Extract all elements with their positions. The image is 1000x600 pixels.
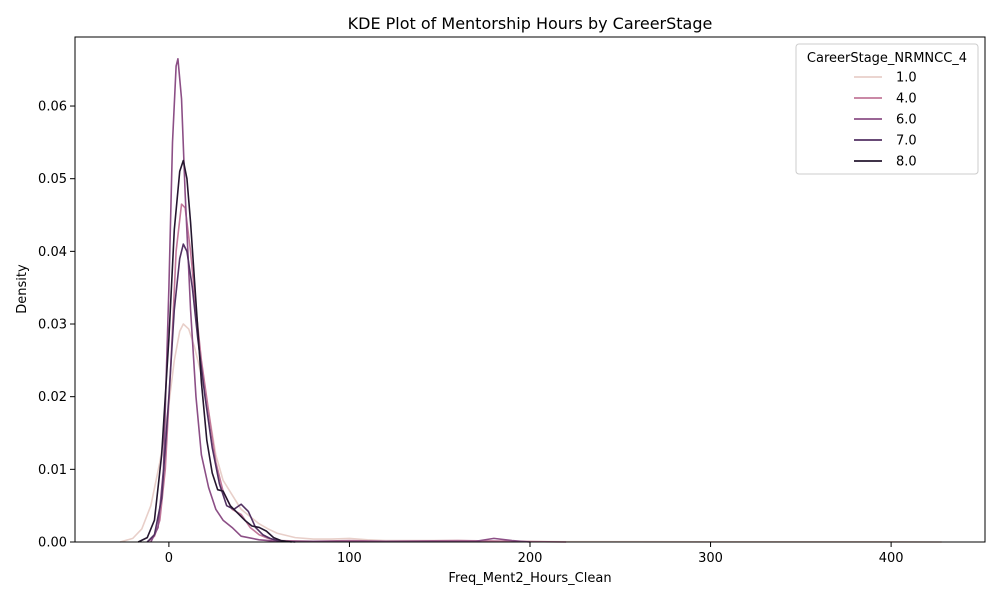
y-tick-label: 0.05: [38, 172, 67, 187]
axes: 0 100 200 300 400 0.00 0.01 0.02 0.03 0.04 0.05 0.0…: [38, 36, 986, 566]
legend-box: [795, 43, 979, 175]
legend-title: CareerStage_NRMNCC_4: [807, 51, 967, 66]
y-tick-label: 0.06: [38, 100, 67, 115]
y-axis-label: Density: [15, 264, 30, 314]
y-tick-label: 0.02: [38, 390, 67, 405]
x-tick-label: 400: [879, 551, 904, 566]
x-tick-label: 0: [165, 551, 173, 566]
legend-entry-label: 7.0: [896, 134, 917, 149]
kde-line-series-2: [150, 58, 531, 543]
x-axis-label: Freq_Ment2_Hours_Clean: [448, 571, 611, 586]
x-tick-label: 200: [518, 551, 543, 566]
kde-line-series-3: [146, 243, 296, 543]
y-tick-label: 0.00: [38, 536, 67, 551]
legend-entry-label: 6.0: [896, 113, 917, 128]
plot-area: [119, 58, 942, 543]
legend: CareerStage_NRMNCC_4 1.0 4.0 6.0 7.0 8.0: [795, 43, 979, 175]
x-tick-label: 300: [698, 551, 723, 566]
y-tick-label: 0.01: [38, 463, 67, 478]
chart-title: KDE Plot of Mentorship Hours by CareerSt…: [348, 14, 713, 33]
kde-line-series-0: [119, 323, 942, 543]
legend-entry-label: 4.0: [896, 92, 917, 107]
legend-entry-label: 8.0: [896, 155, 917, 170]
y-tick-label: 0.04: [38, 245, 67, 260]
legend-entry-label: 1.0: [896, 71, 917, 86]
y-tick-label: 0.03: [38, 318, 67, 333]
kde-line-series-4: [137, 159, 292, 543]
x-tick-label: 100: [337, 551, 362, 566]
